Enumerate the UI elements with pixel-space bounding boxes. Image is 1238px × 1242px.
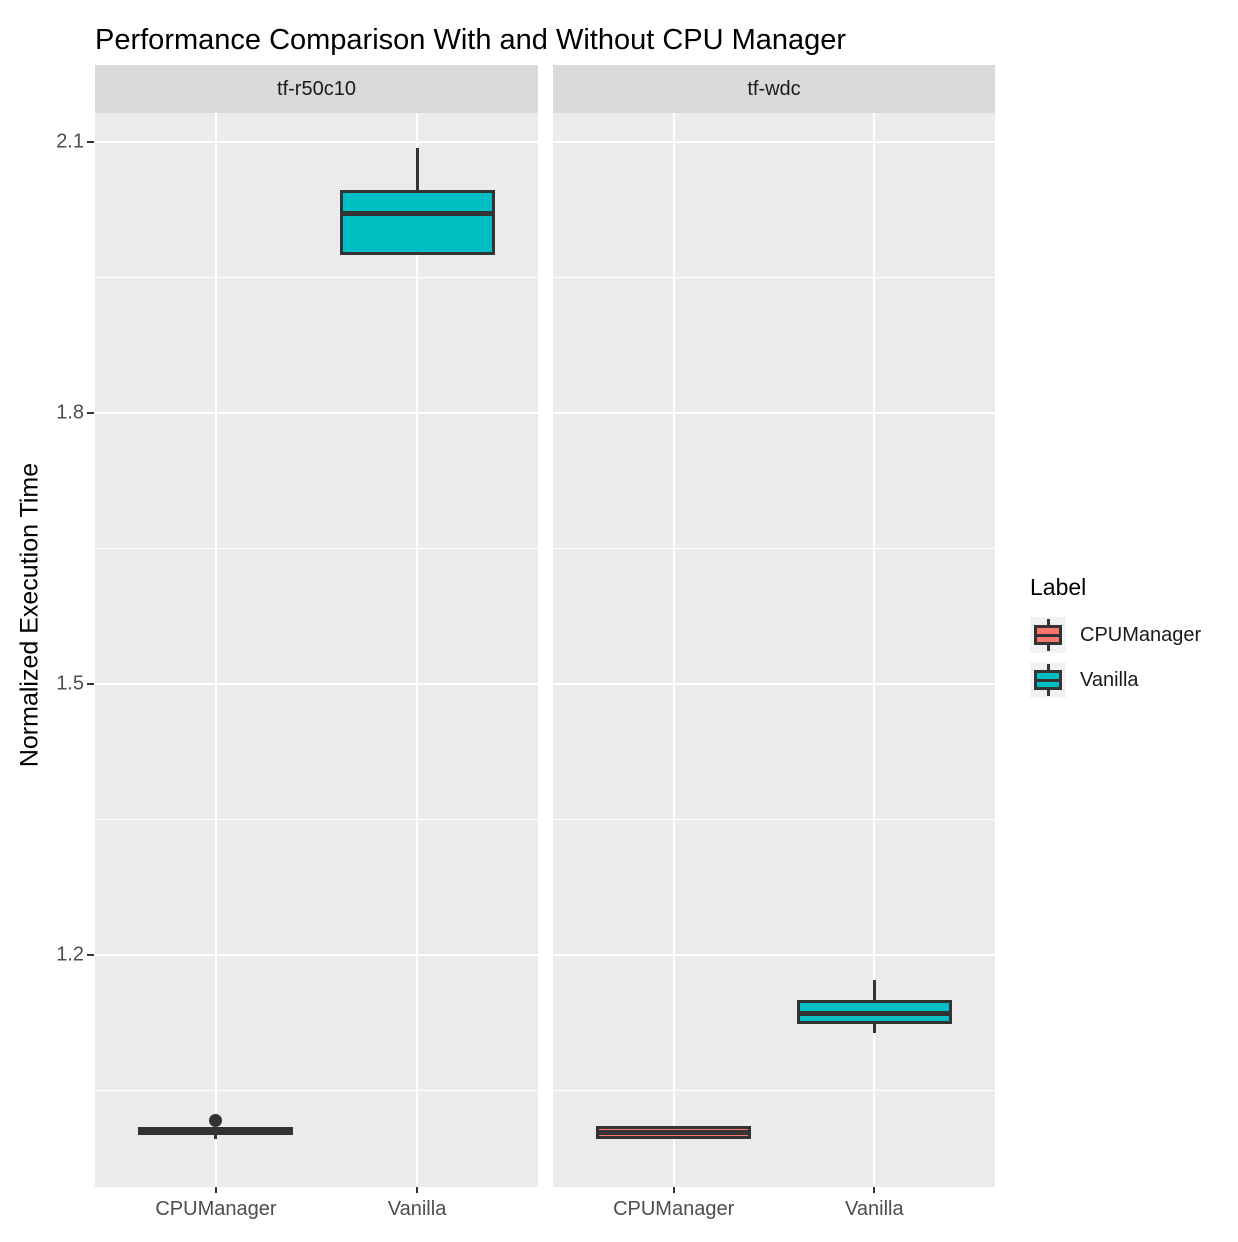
major-gridline: [95, 140, 538, 143]
legend: Label CPUManager Vanilla: [1030, 574, 1201, 707]
upper-whisker: [415, 148, 419, 190]
minor-gridline: [553, 818, 995, 820]
major-gridline: [95, 682, 538, 685]
legend-entry-label: Vanilla: [1080, 668, 1139, 691]
major-gridline: [553, 411, 995, 414]
minor-gridline: [95, 547, 538, 549]
x-tick-label: CPUManager: [613, 1198, 735, 1220]
lower-whisker: [872, 1023, 876, 1034]
major-gridline-vertical: [214, 113, 217, 1187]
legend-entry: Vanilla: [1030, 662, 1201, 698]
x-tick-label: Vanilla: [387, 1198, 447, 1220]
box-vanilla: [339, 189, 495, 255]
y-tick-mark: [87, 140, 94, 143]
major-gridline: [553, 953, 995, 956]
y-tick-mark: [87, 682, 94, 685]
major-gridline: [95, 411, 538, 414]
lower-whisker: [214, 1135, 218, 1139]
facet-strip: tf-wdc: [553, 65, 995, 113]
x-tick-mark: [672, 1187, 675, 1193]
facet-strip-label: tf-r50c10: [277, 77, 356, 100]
legend-key-median-line: [1037, 633, 1059, 637]
y-tick-mark: [87, 411, 94, 414]
legend-key-boxplot-icon: [1030, 662, 1066, 698]
legend-key-boxplot-icon: [1030, 617, 1066, 653]
facet-strip-label: tf-wdc: [747, 77, 801, 100]
median-line: [799, 1011, 949, 1017]
legend-title: Label: [1030, 574, 1087, 600]
x-tick-label: Vanilla: [845, 1198, 904, 1220]
x-tick-mark: [873, 1187, 876, 1193]
legend-entry: CPUManager: [1030, 617, 1201, 653]
major-gridline: [553, 140, 995, 143]
median-line: [141, 1128, 291, 1134]
x-tick-mark: [214, 1187, 217, 1193]
minor-gridline: [95, 276, 538, 278]
upper-whisker: [872, 980, 876, 1000]
facet-panel: [95, 113, 538, 1187]
y-tick-label: 1.5: [56, 672, 84, 695]
major-gridline-vertical: [416, 113, 419, 1187]
facet-strip: tf-r50c10: [95, 65, 538, 113]
facet-panel: [553, 113, 995, 1187]
minor-gridline: [95, 818, 538, 820]
x-tick-mark: [416, 1187, 419, 1193]
y-tick-label: 1.8: [56, 401, 84, 424]
legend-entry-label: CPUManager: [1080, 623, 1202, 646]
minor-gridline: [95, 1089, 538, 1091]
legend-entries: CPUManager Vanilla: [1030, 617, 1201, 698]
y-tick-label: 2.1: [56, 130, 84, 153]
major-gridline-vertical: [873, 113, 876, 1187]
minor-gridline: [553, 1089, 995, 1091]
major-gridline: [553, 682, 995, 685]
major-gridline-vertical: [672, 113, 675, 1187]
minor-gridline: [553, 547, 995, 549]
median-line: [342, 210, 492, 216]
y-tick-label: 1.2: [56, 943, 84, 966]
outlier-point: [209, 1114, 223, 1128]
major-gridline: [95, 953, 538, 956]
chart-title: Performance Comparison With and Without …: [95, 24, 847, 56]
y-tick-mark: [87, 953, 94, 956]
legend-key-median-line: [1037, 678, 1059, 682]
x-tick-label: CPUManager: [155, 1198, 277, 1220]
median-line: [599, 1129, 749, 1135]
minor-gridline: [553, 276, 995, 278]
